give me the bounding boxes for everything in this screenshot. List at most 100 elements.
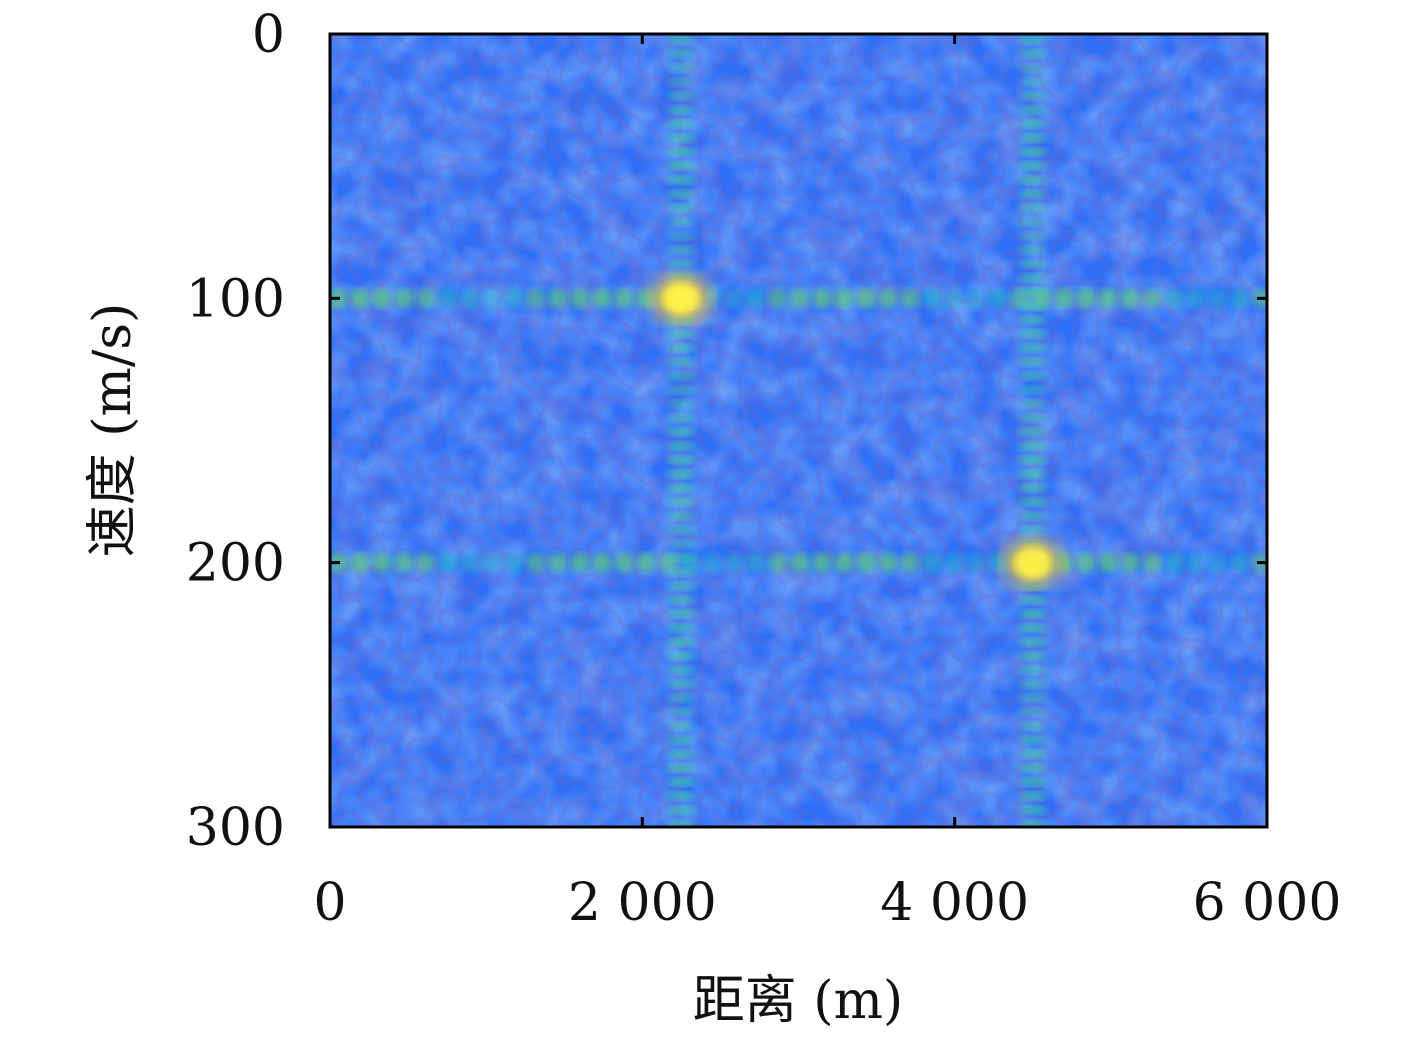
row-sidelobe bbox=[878, 288, 898, 309]
row-sidelobe bbox=[944, 552, 964, 573]
column-sidelobe bbox=[667, 539, 696, 549]
row-sidelobe bbox=[1054, 288, 1074, 309]
column-sidelobe bbox=[667, 357, 696, 367]
row-sidelobe bbox=[1076, 552, 1096, 573]
column-sidelobe bbox=[1018, 329, 1047, 339]
column-sidelobe bbox=[667, 609, 696, 619]
row-sidelobe bbox=[922, 552, 942, 573]
column-sidelobe bbox=[667, 133, 696, 143]
column-sidelobe bbox=[667, 245, 696, 255]
row-sidelobe bbox=[1230, 288, 1250, 309]
column-sidelobe bbox=[1018, 63, 1047, 73]
row-sidelobe bbox=[1186, 288, 1206, 309]
column-sidelobe bbox=[1018, 693, 1047, 703]
column-sidelobe bbox=[1018, 371, 1047, 381]
column-sidelobe bbox=[667, 399, 696, 409]
column-sidelobe bbox=[667, 805, 696, 815]
row-sidelobe bbox=[636, 288, 656, 309]
column-sidelobe bbox=[1018, 791, 1047, 801]
column-sidelobe bbox=[667, 791, 696, 801]
column-sidelobe bbox=[667, 385, 696, 395]
row-sidelobe bbox=[350, 288, 370, 309]
column-sidelobe bbox=[667, 707, 696, 717]
column-sidelobe bbox=[1018, 749, 1047, 759]
column-sidelobe bbox=[667, 35, 696, 45]
column-sidelobe bbox=[667, 497, 696, 507]
column-sidelobe bbox=[667, 329, 696, 339]
column-sidelobe bbox=[1018, 763, 1047, 773]
row-sidelobe bbox=[724, 288, 744, 309]
row-sidelobe bbox=[570, 552, 590, 573]
row-sidelobe bbox=[438, 552, 458, 573]
row-sidelobe bbox=[856, 288, 876, 309]
column-sidelobe bbox=[1018, 427, 1047, 437]
column-sidelobe bbox=[1018, 343, 1047, 353]
row-sidelobe bbox=[812, 552, 832, 573]
row-sidelobe bbox=[394, 288, 414, 309]
column-sidelobe bbox=[1018, 35, 1047, 45]
row-sidelobe bbox=[790, 288, 810, 309]
column-sidelobe bbox=[667, 63, 696, 73]
column-sidelobe bbox=[667, 217, 696, 227]
row-sidelobe bbox=[548, 552, 568, 573]
row-sidelobe bbox=[746, 552, 766, 573]
column-sidelobe bbox=[667, 735, 696, 745]
column-sidelobe bbox=[667, 525, 696, 535]
column-sidelobe bbox=[1018, 721, 1047, 731]
row-sidelobe bbox=[1186, 552, 1206, 573]
row-sidelobe bbox=[988, 288, 1008, 309]
column-sidelobe bbox=[1018, 637, 1047, 647]
column-sidelobe bbox=[1018, 119, 1047, 129]
row-sidelobe bbox=[900, 288, 920, 309]
row-sidelobe bbox=[372, 552, 392, 573]
row-sidelobe bbox=[768, 552, 788, 573]
column-sidelobe bbox=[1018, 217, 1047, 227]
column-sidelobe bbox=[667, 77, 696, 87]
plot-area bbox=[330, 34, 1267, 827]
x-axis-label: 距离 (m) bbox=[693, 971, 903, 1031]
row-sidelobe bbox=[438, 288, 458, 309]
column-sidelobe bbox=[1018, 287, 1047, 297]
row-sidelobe bbox=[614, 552, 634, 573]
column-sidelobe bbox=[667, 105, 696, 115]
y-tick-label: 300 bbox=[186, 798, 285, 858]
row-sidelobe bbox=[812, 288, 832, 309]
column-sidelobe bbox=[667, 91, 696, 101]
y-tick-label: 200 bbox=[186, 534, 285, 594]
column-sidelobe bbox=[667, 343, 696, 353]
row-sidelobe bbox=[834, 288, 854, 309]
peak-core bbox=[1014, 546, 1051, 579]
row-sidelobe bbox=[1142, 552, 1162, 573]
column-sidelobe bbox=[667, 651, 696, 661]
column-sidelobe bbox=[1018, 441, 1047, 451]
row-sidelobe bbox=[548, 288, 568, 309]
column-sidelobe bbox=[667, 231, 696, 241]
column-sidelobe bbox=[1018, 819, 1047, 827]
column-sidelobe bbox=[667, 679, 696, 689]
column-sidelobe bbox=[1018, 525, 1047, 535]
row-sidelobe bbox=[1098, 552, 1118, 573]
row-sidelobe bbox=[768, 288, 788, 309]
column-sidelobe bbox=[667, 413, 696, 423]
column-sidelobe bbox=[667, 147, 696, 157]
row-sidelobe bbox=[944, 288, 964, 309]
column-sidelobe bbox=[1018, 595, 1047, 605]
row-sidelobe bbox=[570, 288, 590, 309]
column-sidelobe bbox=[667, 623, 696, 633]
column-sidelobe bbox=[1018, 665, 1047, 675]
column-sidelobe bbox=[667, 203, 696, 213]
column-sidelobe bbox=[1018, 77, 1047, 87]
column-sidelobe bbox=[1018, 259, 1047, 269]
row-sidelobe bbox=[592, 288, 612, 309]
column-sidelobe bbox=[667, 441, 696, 451]
column-sidelobe bbox=[1018, 357, 1047, 367]
column-sidelobe bbox=[1018, 399, 1047, 409]
row-sidelobe bbox=[966, 288, 986, 309]
column-sidelobe bbox=[1018, 161, 1047, 171]
row-sidelobe bbox=[504, 288, 524, 309]
column-sidelobe bbox=[667, 483, 696, 493]
row-sidelobe bbox=[856, 552, 876, 573]
y-tick-label: 100 bbox=[186, 269, 285, 329]
row-sidelobe bbox=[372, 288, 392, 309]
column-sidelobe bbox=[1018, 245, 1047, 255]
